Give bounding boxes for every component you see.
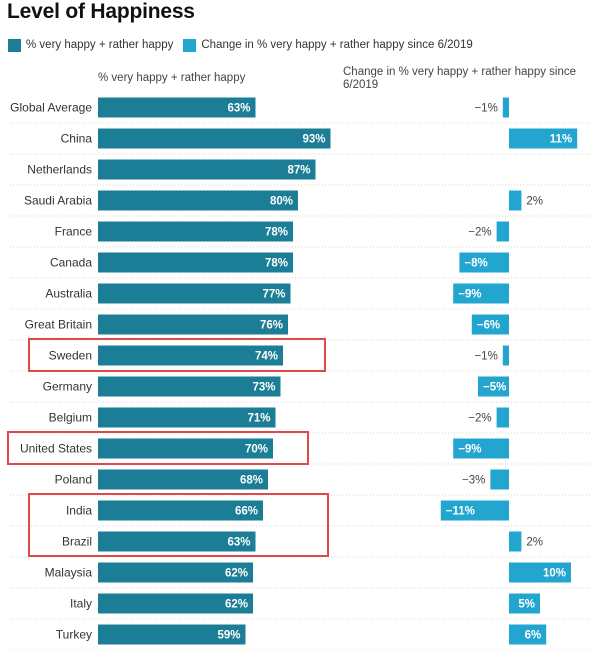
chart-title: Level of Happiness <box>7 0 195 23</box>
change-value-global-average: −1% <box>474 103 497 115</box>
level-bar-netherlands <box>98 159 316 180</box>
change-bar-belgium <box>496 407 509 428</box>
change-bar-malaysia <box>509 562 571 583</box>
level-value-india: 66% <box>235 506 258 518</box>
category-label-netherlands: Netherlands <box>27 163 92 177</box>
category-label-france: France <box>55 225 93 239</box>
change-bar-sweden <box>502 345 509 366</box>
category-label-belgium: Belgium <box>49 411 92 425</box>
change-value-saudi-arabia: 2% <box>526 196 543 208</box>
change-value-poland: −3% <box>462 475 485 487</box>
change-value-india: −11% <box>446 506 475 518</box>
level-bar-belgium <box>98 407 276 428</box>
level-value-netherlands: 87% <box>287 165 310 177</box>
change-value-china: 11% <box>550 134 572 146</box>
legend-item-level: % very happy + rather happy <box>8 38 174 52</box>
change-value-brazil: 2% <box>526 537 543 549</box>
change-bar-italy <box>509 593 540 614</box>
change-bar-poland <box>490 469 509 490</box>
change-bar-brazil <box>509 531 522 552</box>
level-value-saudi-arabia: 80% <box>270 196 293 208</box>
change-bar-united-states <box>453 438 509 459</box>
level-value-brazil: 63% <box>227 537 250 549</box>
level-value-great-britain: 76% <box>260 320 283 332</box>
category-label-italy: Italy <box>70 597 92 611</box>
change-bar-turkey <box>509 624 547 645</box>
legend-item-change: Change in % very happy + rather happy si… <box>183 38 473 52</box>
level-value-canada: 78% <box>265 258 288 270</box>
category-label-india: India <box>66 504 92 518</box>
legend-swatch-level <box>8 38 21 52</box>
legend-label-change: Change in % very happy + rather happy si… <box>201 39 473 51</box>
change-bar-germany <box>478 376 509 397</box>
change-value-germany: −5% <box>483 382 506 394</box>
level-bar-france <box>98 221 293 242</box>
change-value-malaysia: 10% <box>543 568 566 580</box>
level-bar-germany <box>98 376 281 397</box>
level-value-belgium: 71% <box>247 413 270 425</box>
change-bar-china <box>509 128 578 149</box>
level-bar-poland <box>98 469 268 490</box>
category-label-china: China <box>61 132 93 146</box>
level-bar-china <box>98 128 331 149</box>
category-label-sweden: Sweden <box>49 349 92 363</box>
category-label-global-average: Global Average <box>10 101 92 115</box>
legend-swatch-change <box>183 38 197 52</box>
level-bar-turkey <box>98 624 246 645</box>
change-value-sweden: −1% <box>474 351 497 363</box>
column-header-level: % very happy + rather happy <box>98 72 246 84</box>
level-value-global-average: 63% <box>227 103 250 115</box>
level-value-australia: 77% <box>262 289 285 301</box>
category-label-united-states: United States <box>20 442 92 456</box>
level-value-malaysia: 62% <box>225 568 248 580</box>
change-bar-australia <box>453 283 509 304</box>
level-value-italy: 62% <box>225 599 248 611</box>
level-bar-australia <box>98 283 291 304</box>
category-label-poland: Poland <box>55 473 92 487</box>
level-bar-global-average <box>98 97 256 118</box>
change-bar-france <box>496 221 509 242</box>
change-value-belgium: −2% <box>468 413 491 425</box>
level-bar-saudi-arabia <box>98 190 298 211</box>
category-label-turkey: Turkey <box>56 628 92 642</box>
category-label-great-britain: Great Britain <box>25 318 92 332</box>
legend-label-level: % very happy + rather happy <box>26 39 174 51</box>
level-value-china: 93% <box>302 134 325 146</box>
level-bar-brazil <box>98 531 256 552</box>
level-bar-india <box>98 500 263 521</box>
level-value-poland: 68% <box>240 475 263 487</box>
change-value-great-britain: −6% <box>477 320 500 332</box>
category-label-brazil: Brazil <box>62 535 92 549</box>
category-label-saudi-arabia: Saudi Arabia <box>24 194 92 208</box>
level-bar-malaysia <box>98 562 253 583</box>
level-bar-sweden <box>98 345 283 366</box>
legend: % very happy + rather happy Change in % … <box>8 37 483 53</box>
change-value-united-states: −9% <box>458 444 481 456</box>
change-bar-saudi-arabia <box>509 190 522 211</box>
level-bar-united-states <box>98 438 273 459</box>
level-value-france: 78% <box>265 227 288 239</box>
change-value-australia: −9% <box>458 289 481 301</box>
level-value-turkey: 59% <box>217 630 240 642</box>
category-label-malaysia: Malaysia <box>45 566 93 580</box>
level-bar-italy <box>98 593 253 614</box>
change-bar-global-average <box>502 97 509 118</box>
change-value-turkey: 6% <box>525 630 542 642</box>
change-bar-india <box>440 500 509 521</box>
change-bar-canada <box>459 252 509 273</box>
category-label-canada: Canada <box>50 256 92 270</box>
level-bar-canada <box>98 252 293 273</box>
level-bar-great-britain <box>98 314 288 335</box>
change-value-canada: −8% <box>464 258 487 270</box>
change-value-italy: 5% <box>518 599 535 611</box>
level-value-united-states: 70% <box>245 444 268 456</box>
level-value-germany: 73% <box>252 382 275 394</box>
column-header-change: Change in % very happy + rather happy si… <box>343 66 577 91</box>
category-label-germany: Germany <box>43 380 92 394</box>
level-value-sweden: 74% <box>255 351 278 363</box>
change-bar-great-britain <box>471 314 509 335</box>
category-label-australia: Australia <box>45 287 92 301</box>
change-value-france: −2% <box>468 227 491 239</box>
